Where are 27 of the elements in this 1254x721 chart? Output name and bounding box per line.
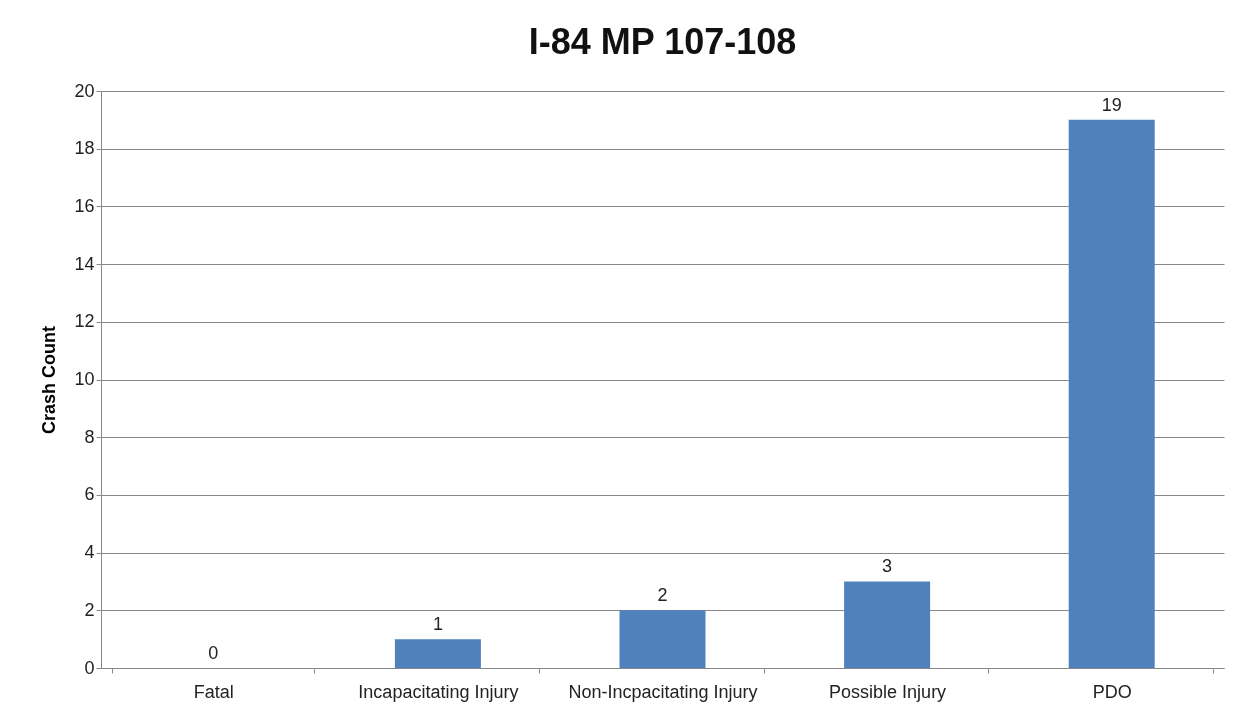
bar bbox=[619, 610, 706, 668]
x-tick-label: Incapacitating Injury bbox=[358, 681, 519, 702]
y-tick-label: 10 bbox=[74, 369, 95, 389]
data-label: 2 bbox=[657, 585, 668, 606]
data-label: 0 bbox=[208, 643, 219, 663]
y-tick-label: 16 bbox=[74, 195, 95, 216]
y-tick-label: 2 bbox=[84, 599, 95, 620]
x-tick-label: Possible Injury bbox=[829, 681, 947, 702]
y-tick-label: 18 bbox=[74, 138, 95, 159]
chart-title: I-84 MP 107-108 bbox=[528, 21, 797, 62]
data-label: 19 bbox=[1101, 94, 1122, 115]
bar bbox=[844, 581, 931, 668]
data-label: 1 bbox=[432, 614, 443, 635]
y-tick-label: 4 bbox=[84, 542, 95, 563]
y-tick-label: 14 bbox=[74, 253, 95, 274]
y-tick-label: 6 bbox=[84, 484, 95, 505]
y-tick-label: 0 bbox=[84, 657, 95, 678]
data-label: 3 bbox=[882, 556, 893, 577]
bar bbox=[394, 639, 481, 668]
y-tick-label: 20 bbox=[74, 80, 95, 101]
y-tick-label: 12 bbox=[74, 311, 95, 332]
bar bbox=[1068, 119, 1155, 668]
y-axis-title: Crash Count bbox=[39, 325, 60, 434]
y-tick-label: 8 bbox=[84, 426, 95, 447]
x-tick-label: Fatal bbox=[193, 681, 234, 702]
x-tick-label: Non-Incpacitating Injury bbox=[568, 681, 758, 702]
x-tick-label: PDO bbox=[1092, 681, 1132, 702]
